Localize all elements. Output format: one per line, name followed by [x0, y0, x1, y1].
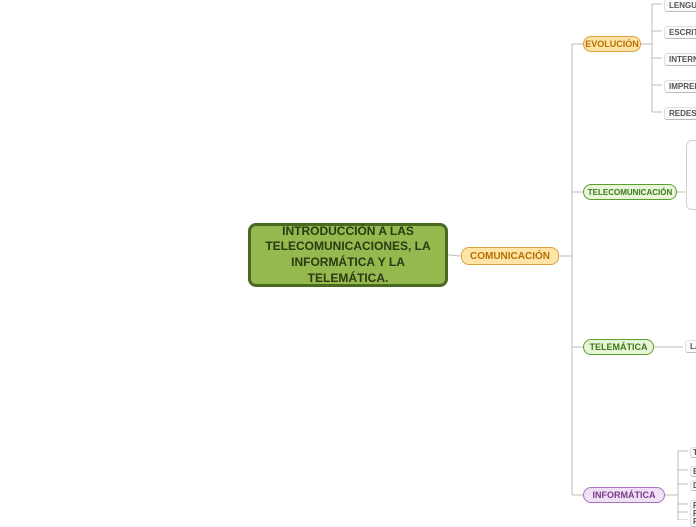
root-label: INTRODUCCIÓN A LAS TELECOMUNICACIONES, L… [257, 224, 439, 286]
node-comunicacion-label: COMUNICACIÓN [470, 251, 550, 262]
leaf-evol-4[interactable]: REDES D [664, 107, 696, 120]
leaf-telecom-box[interactable] [686, 140, 696, 210]
node-informatica[interactable]: INFORMÁTICA [583, 487, 665, 503]
node-informatica-label: INFORMÁTICA [593, 490, 656, 500]
node-telecomunicacion[interactable]: TELECOMUNICACIÓN [583, 184, 677, 200]
leaf-evol-0[interactable]: LENGUAJ [664, 0, 696, 12]
node-evolucion-label: EVOLUCIÓN [585, 39, 639, 49]
node-telematica-label: TELEMÁTICA [590, 342, 648, 352]
leaf-evol-2[interactable]: INTERNE [664, 53, 696, 66]
leaf-inf-5[interactable]: R [690, 516, 696, 527]
leaf-telem-0[interactable]: LA [685, 340, 696, 353]
node-telecomunicacion-label: TELECOMUNICACIÓN [588, 188, 672, 197]
leaf-inf-2[interactable]: D [690, 480, 696, 491]
node-evolucion[interactable]: EVOLUCIÓN [583, 36, 641, 52]
node-comunicacion[interactable]: COMUNICACIÓN [461, 247, 559, 265]
leaf-inf-1[interactable]: E [690, 466, 696, 477]
node-telematica[interactable]: TELEMÁTICA [583, 339, 654, 355]
leaf-evol-1[interactable]: ESCRITU [664, 26, 696, 39]
leaf-inf-0[interactable]: T [690, 447, 696, 458]
root-node[interactable]: INTRODUCCIÓN A LAS TELECOMUNICACIONES, L… [248, 223, 448, 287]
leaf-evol-3[interactable]: IMPRENT [664, 80, 696, 93]
